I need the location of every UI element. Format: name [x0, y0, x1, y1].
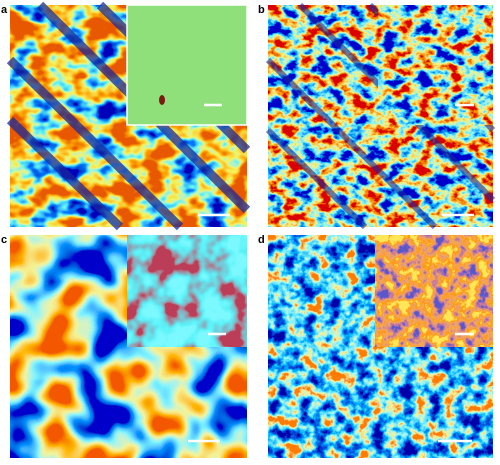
inset-spot [159, 95, 165, 105]
panel-d: d [258, 234, 494, 458]
inset [126, 4, 248, 126]
panel-b: b [258, 2, 496, 230]
panel-label: d [258, 234, 265, 246]
panel-c: c [1, 234, 248, 458]
inset [126, 234, 248, 348]
panel-label: a [1, 4, 8, 16]
panel-a: a [1, 1, 251, 231]
panel-label: c [1, 234, 7, 246]
inset [374, 234, 494, 348]
panel-label: b [258, 4, 265, 16]
inset [377, 4, 494, 126]
